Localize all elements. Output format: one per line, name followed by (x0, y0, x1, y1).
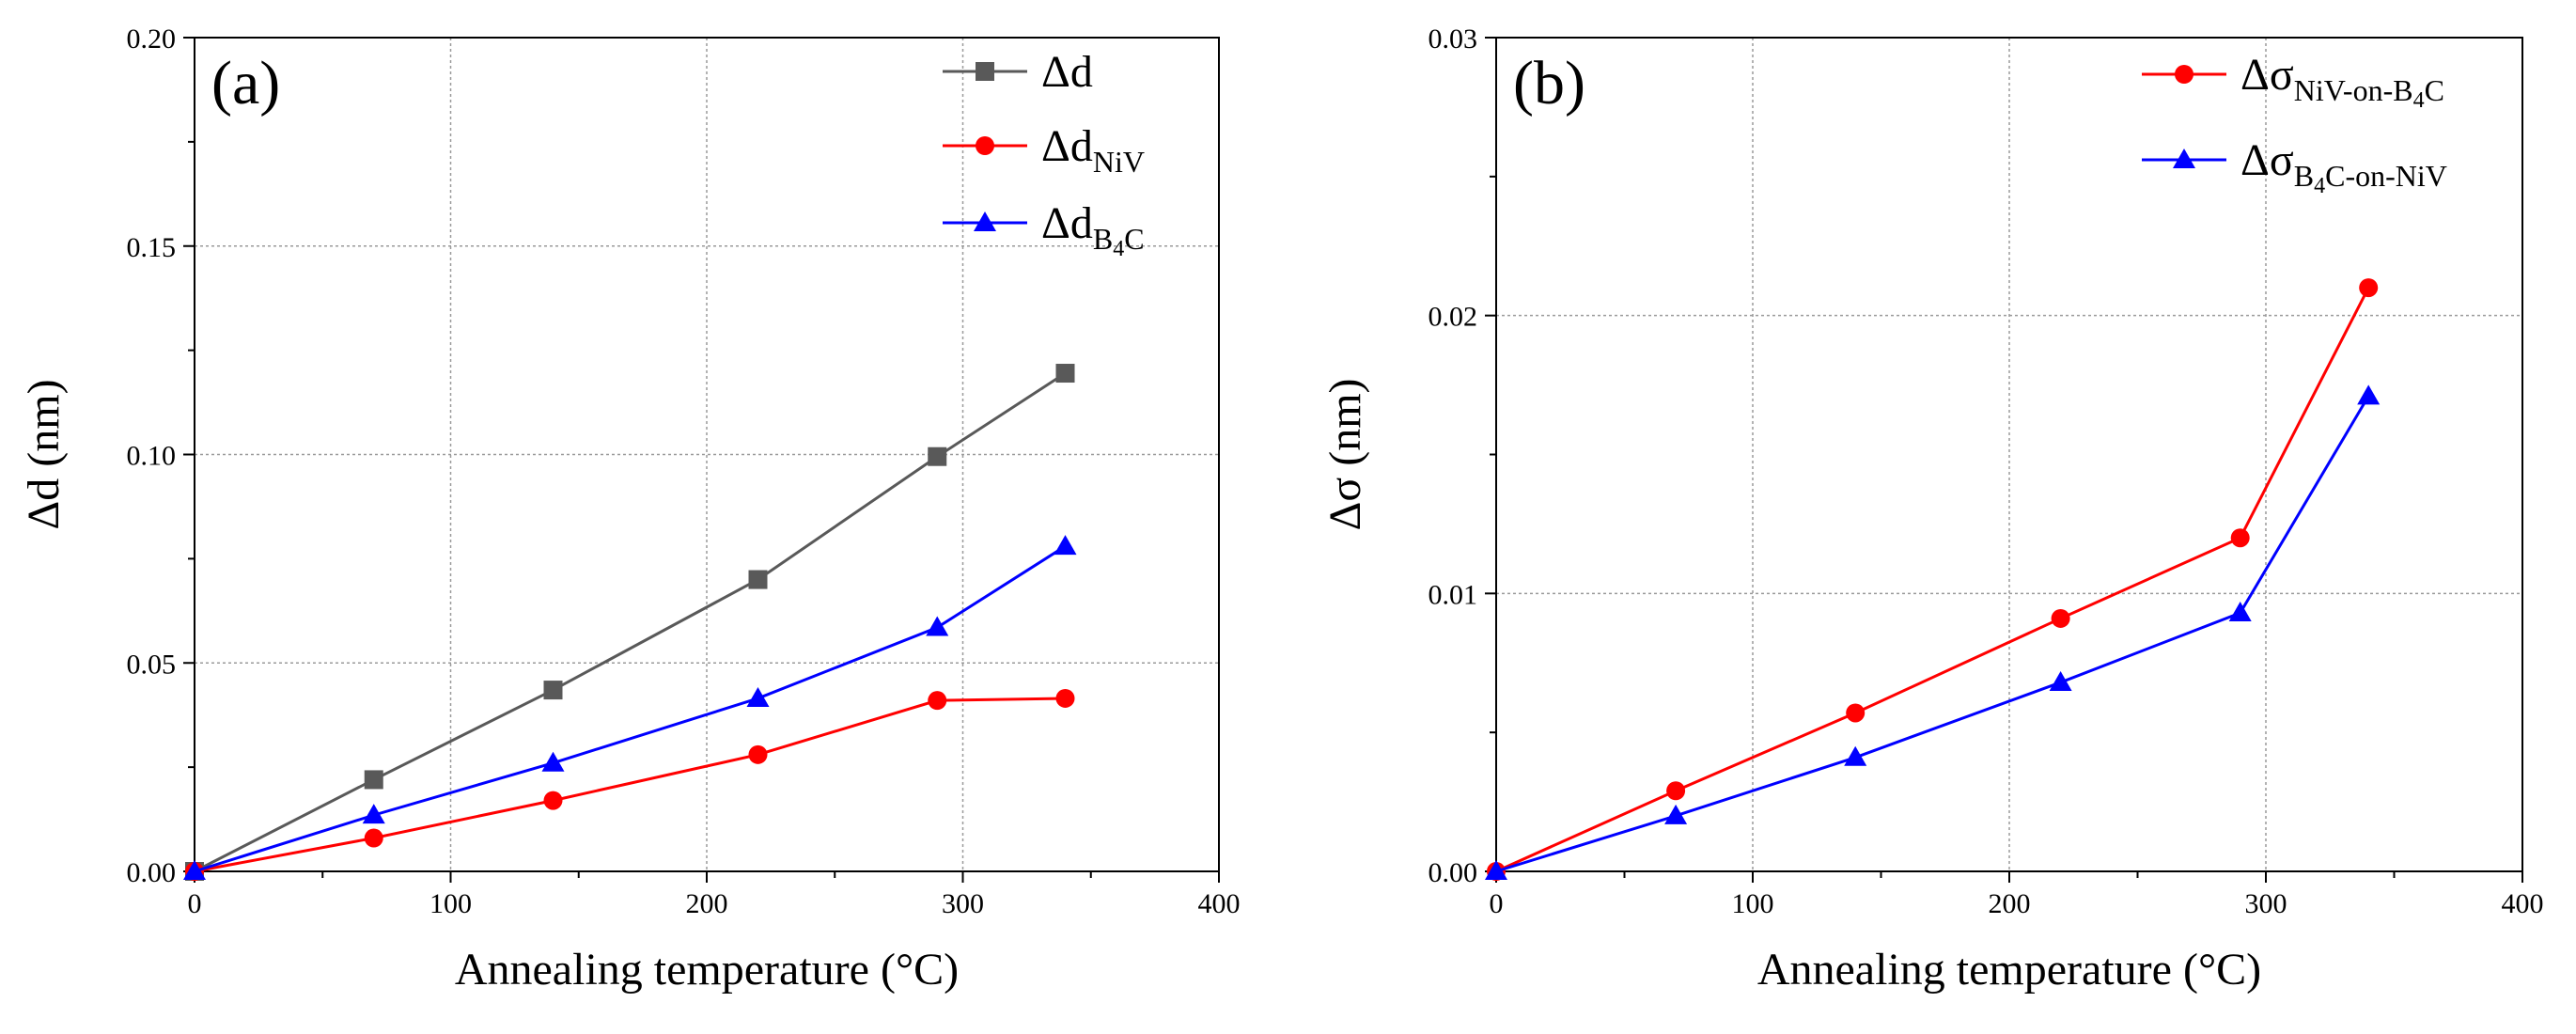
grid (1496, 38, 2522, 871)
data-point (1664, 804, 1688, 824)
chart-panel-a: 0 100 200 300 400 0.00 0.05 0.10 0.15 0.20 Anneali… (19, 24, 1241, 995)
legend-marker (976, 136, 994, 155)
legend-label: ΔdB4C (1041, 198, 1145, 261)
data-point (928, 691, 947, 711)
data-point (748, 744, 768, 764)
x-tick-label: 0 (188, 888, 202, 919)
legend-entry: ΔdB4C (943, 198, 1145, 261)
series-2 (183, 535, 1077, 880)
data-point (1054, 535, 1077, 556)
data-point (1844, 745, 1867, 766)
data-point (364, 828, 383, 848)
panel-label: (b) (1513, 49, 1585, 118)
data-point (543, 681, 563, 700)
data-point (928, 446, 947, 466)
series-line (194, 544, 1067, 873)
legend-entry: ΔσB4C-on-NiV (2142, 135, 2447, 198)
x-tick-label: 100 (429, 888, 472, 919)
data-point (2228, 602, 2252, 622)
x-tick-label: 400 (2502, 888, 2544, 919)
x-axis-title: Annealing temperature (°C) (1757, 945, 2261, 995)
x-tick-label: 300 (942, 888, 984, 919)
legend: ΔσNiV-on-B4C ΔσB4C-on-NiV (2142, 50, 2447, 198)
series-line (194, 697, 1066, 873)
data-point (2359, 278, 2379, 298)
series-1 (185, 688, 1075, 881)
data-point (1055, 688, 1075, 708)
series-line (1495, 287, 2370, 873)
series-line (194, 371, 1067, 873)
legend-label: ΔσB4C-on-NiV (2240, 135, 2447, 198)
data-point (183, 860, 206, 880)
chart-panel-b: 0 100 200 300 400 0.00 0.01 0.02 0.03 Annealing t… (1320, 24, 2544, 995)
data-point (2051, 608, 2070, 628)
data-point (1666, 781, 1686, 801)
x-tick-label: 400 (1198, 888, 1241, 919)
data-point (2230, 528, 2250, 548)
data-point (541, 751, 565, 772)
data-point (746, 686, 770, 707)
x-tick-label: 200 (686, 888, 728, 919)
legend-marker (2175, 65, 2194, 84)
panel-label: (a) (211, 49, 280, 118)
x-tick-label: 0 (1490, 888, 1504, 919)
x-tick-label: 100 (1732, 888, 1774, 919)
data-point (2357, 384, 2381, 405)
legend: Δd ΔdNiV ΔdB4C (943, 47, 1145, 261)
y-tick-label: 0.03 (1429, 24, 1478, 55)
y-tick-label: 0.20 (127, 24, 177, 55)
legend-label: Δd (1041, 47, 1093, 97)
data-point (1846, 703, 1866, 723)
legend-marker (976, 62, 994, 81)
y-tick-label: 0.02 (1429, 302, 1478, 333)
data-point (1055, 364, 1075, 384)
y-tick-label: 0.01 (1429, 579, 1478, 610)
data-point (543, 791, 563, 810)
series-0 (185, 364, 1075, 881)
y-tick-label: 0.00 (1429, 857, 1478, 888)
legend-label: ΔσNiV-on-B4C (2240, 50, 2444, 113)
y-tick-label: 0.05 (127, 649, 177, 680)
y-axis-title: Δd (nm) (19, 379, 69, 529)
x-tick-label: 200 (1989, 888, 2031, 919)
legend-marker (2173, 149, 2195, 168)
legend-entry: ΔσNiV-on-B4C (2142, 50, 2444, 113)
data-point (364, 770, 383, 790)
data-point (926, 616, 949, 636)
legend-label: ΔdNiV (1041, 121, 1145, 179)
legend-marker (974, 212, 996, 231)
grid (195, 38, 1219, 871)
series-line (1495, 395, 2370, 873)
legend-entry: Δd (943, 47, 1093, 97)
y-tick-label: 0.15 (127, 232, 177, 263)
x-tick-label: 300 (2245, 888, 2287, 919)
data-point (748, 570, 768, 589)
y-tick-label: 0.00 (127, 857, 177, 888)
y-tick-label: 0.10 (127, 441, 177, 472)
series-1 (1485, 384, 2381, 880)
legend-entry: ΔdNiV (943, 121, 1145, 179)
y-axis-title: Δσ (nm) (1320, 378, 1370, 530)
x-axis-title: Annealing temperature (°C) (455, 945, 959, 995)
data-point (1485, 860, 1507, 880)
data-point (362, 804, 385, 824)
series-0 (1487, 278, 2379, 881)
data-point (2049, 670, 2072, 691)
